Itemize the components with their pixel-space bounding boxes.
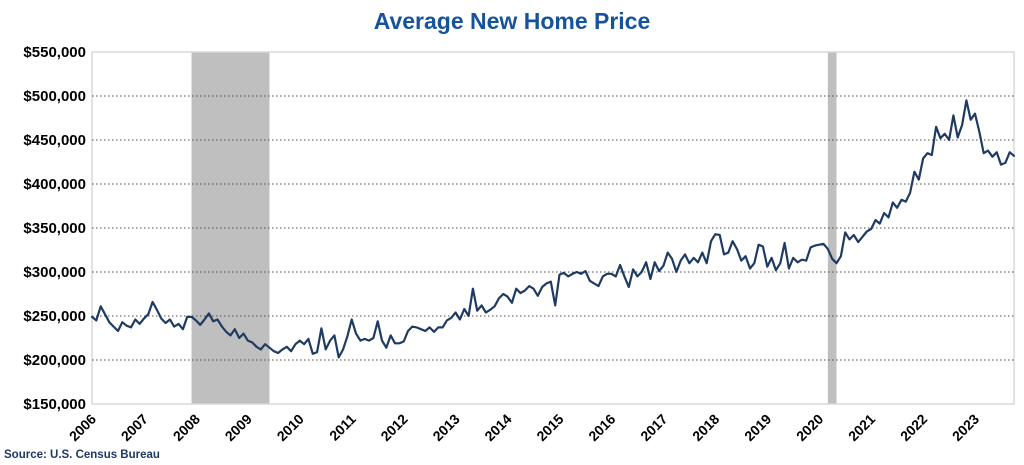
y-axis-labels-layer: $150,000 $200,000 $250,000 $300,000 $350,000… <box>23 44 86 413</box>
x-axis-tick-label: 2021 <box>845 411 878 444</box>
x-axis-tick-label: 2023 <box>949 411 982 444</box>
x-axis-tick-label: 2016 <box>585 411 618 444</box>
x-axis-tick-label: 2006 <box>66 411 99 444</box>
x-axis-tick-label: 2011 <box>326 411 359 444</box>
x-axis-tick-label: 2007 <box>118 411 151 444</box>
x-axis-tick-label: 2010 <box>274 411 307 444</box>
gridlines-layer <box>92 95 1014 361</box>
x-axis-tick-label: 2008 <box>170 411 203 444</box>
x-axis-tick-label: 2014 <box>481 411 514 444</box>
price-line-layer <box>90 99 1016 359</box>
price-line <box>90 99 1016 359</box>
y-axis-tick-label: $400,000 <box>23 176 86 193</box>
y-axis-tick-label: $350,000 <box>23 220 86 237</box>
x-axis-tick-label: 2018 <box>689 411 722 444</box>
y-axis-tick-label: $550,000 <box>23 44 86 61</box>
y-axis-tick-label: $450,000 <box>23 132 86 149</box>
x-axis-tick-label: 2012 <box>377 411 410 444</box>
y-axis-tick-label: $150,000 <box>23 396 86 413</box>
x-axis-tick-label: 2015 <box>533 411 566 444</box>
y-axis-tick-label: $250,000 <box>23 308 86 325</box>
chart-title: Average New Home Price <box>374 8 651 34</box>
x-axis-tick-label: 2013 <box>429 411 462 444</box>
source-note: Source: U.S. Census Bureau <box>4 449 160 461</box>
recession-band <box>191 52 270 404</box>
x-axis-tick-label: 2020 <box>793 411 826 444</box>
y-axis-tick-label: $200,000 <box>23 352 86 369</box>
x-axis-tick-label: 2019 <box>741 411 774 444</box>
x-axis-tick-label: 2017 <box>637 411 670 444</box>
x-axis-labels-layer: 2006 2007 2008 2009 2010 2011 2012 2013 2014 2015… <box>66 411 983 444</box>
y-axis-tick-label: $300,000 <box>23 264 86 281</box>
x-axis-tick-label: 2022 <box>897 411 930 444</box>
x-axis-tick-label: 2009 <box>222 411 255 444</box>
y-axis-tick-label: $500,000 <box>23 88 86 105</box>
